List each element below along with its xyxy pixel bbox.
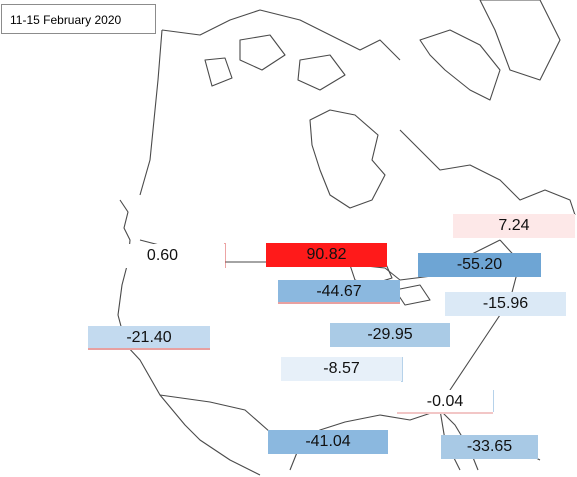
region-label-west: -21.40	[88, 326, 210, 350]
arctic-island-1	[239, 34, 286, 71]
region-label-northwest: 0.60	[100, 244, 225, 268]
hudson-bay	[309, 109, 386, 209]
arctic-island-2	[297, 54, 346, 91]
region-label-southeast: -0.04	[397, 390, 493, 414]
region-label-ohio-valley: -29.95	[330, 323, 450, 347]
arctic-island-3	[204, 57, 233, 87]
region-label-great-lakes: -44.67	[278, 280, 400, 304]
arctic-coastline	[161, 9, 401, 61]
region-label-south-central: -41.04	[268, 430, 388, 454]
region-label-northeast-us: -15.96	[445, 292, 566, 316]
region-label-northeast-canada: 7.24	[453, 214, 575, 238]
region-label-central-plains: -8.57	[281, 357, 402, 381]
region-label-florida: -33.65	[441, 435, 538, 459]
region-label-upper-midwest: 90.82	[266, 243, 387, 267]
map-title: 11-15 February 2020	[1, 4, 156, 34]
labrador-coast	[399, 129, 576, 216]
alaska-border	[139, 29, 163, 196]
region-label-ontario-quebec: -55.20	[418, 253, 541, 277]
greenland-edge	[479, 0, 561, 81]
baffin-island	[419, 29, 501, 101]
